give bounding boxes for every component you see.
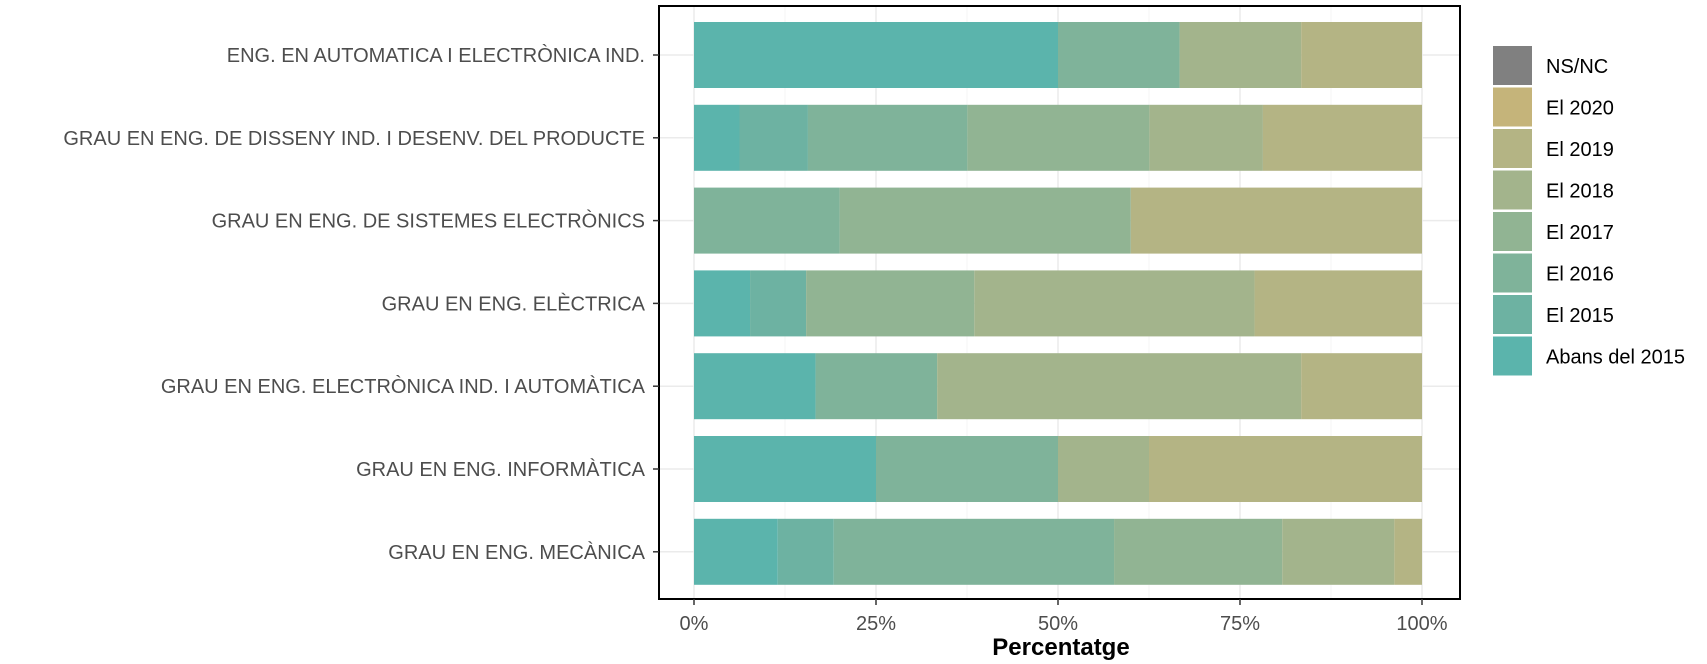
legend-label: El 2017 bbox=[1546, 222, 1614, 244]
bar-segment bbox=[974, 270, 1255, 337]
x-tick-label: 0% bbox=[680, 613, 709, 635]
bar-segment bbox=[967, 104, 1150, 171]
bar-segment bbox=[1282, 518, 1395, 585]
x-axis-ticks: 0% 25% 50% 75% 100% bbox=[680, 599, 1448, 635]
bar-segment bbox=[833, 518, 1115, 585]
bar-segment bbox=[750, 270, 807, 337]
bar-segment bbox=[694, 353, 816, 420]
bar-segment bbox=[1114, 518, 1283, 585]
bar-segment bbox=[1058, 436, 1149, 502]
legend-label: El 2019 bbox=[1546, 139, 1614, 161]
bar-segment bbox=[1179, 22, 1302, 88]
bar-segment bbox=[937, 353, 1302, 420]
bar-segment bbox=[694, 104, 740, 171]
bar-segment bbox=[807, 104, 968, 171]
bar-segment bbox=[815, 353, 938, 420]
x-tick-label: 75% bbox=[1220, 613, 1260, 635]
legend-key bbox=[1493, 129, 1532, 168]
bar-segment bbox=[694, 187, 840, 254]
legend: NS/NC El 2020 El 2019 El 2018 El 2017 El 2016… bbox=[1493, 46, 1685, 376]
bar-segment bbox=[694, 22, 1058, 88]
legend-key bbox=[1493, 46, 1532, 85]
category-label: GRAU EN ENG. DE DISSENY IND. I DESENV. D… bbox=[63, 128, 645, 150]
legend-label: El 2018 bbox=[1546, 181, 1614, 203]
category-labels: ENG. EN AUTOMATICA I ELECTRÒNICA IND. GRA… bbox=[63, 44, 659, 564]
legend-label: El 2020 bbox=[1546, 98, 1614, 120]
bar-segment bbox=[1130, 187, 1422, 254]
bar-segment bbox=[876, 436, 1058, 502]
legend-key bbox=[1493, 336, 1532, 376]
category-label: GRAU EN ENG. MECÀNICA bbox=[388, 541, 645, 564]
category-label: GRAU EN ENG. INFORMÀTICA bbox=[356, 458, 646, 481]
legend-label: Abans del 2015 bbox=[1546, 347, 1685, 369]
category-label: GRAU EN ENG. ELÈCTRICA bbox=[382, 292, 646, 315]
x-tick-label: 50% bbox=[1038, 613, 1078, 635]
category-label: GRAU EN ENG. ELECTRÒNICA IND. I AUTOMÀTI… bbox=[161, 375, 646, 398]
bar-segment bbox=[739, 104, 808, 171]
bar-segment bbox=[1149, 436, 1422, 502]
legend-label: El 2015 bbox=[1546, 305, 1614, 327]
legend-key bbox=[1493, 295, 1532, 334]
bar-segment bbox=[1394, 518, 1422, 585]
category-label: GRAU EN ENG. DE SISTEMES ELECTRÒNICS bbox=[212, 210, 645, 233]
legend-key bbox=[1493, 253, 1532, 293]
x-axis-title: Percentatge bbox=[992, 634, 1129, 661]
legend-label: El 2016 bbox=[1546, 264, 1614, 286]
bar-segment bbox=[1149, 104, 1263, 171]
bar-segment bbox=[1301, 353, 1422, 420]
legend-key bbox=[1493, 170, 1532, 210]
legend-key bbox=[1493, 212, 1532, 251]
bar-segment bbox=[1301, 22, 1422, 88]
category-label: ENG. EN AUTOMATICA I ELECTRÒNICA IND. bbox=[227, 44, 645, 67]
bar-segment bbox=[1262, 104, 1422, 171]
bars-layer bbox=[694, 22, 1422, 585]
bar-segment bbox=[694, 436, 876, 502]
legend-key bbox=[1493, 87, 1532, 127]
x-tick-label: 25% bbox=[856, 613, 896, 635]
bar-segment bbox=[839, 187, 1131, 254]
bar-segment bbox=[777, 518, 834, 585]
x-tick-label: 100% bbox=[1396, 613, 1447, 635]
bar-segment bbox=[806, 270, 975, 337]
bar-segment bbox=[694, 270, 751, 337]
legend-label: NS/NC bbox=[1546, 56, 1608, 78]
bar-segment bbox=[1058, 22, 1180, 88]
bar-segment bbox=[694, 518, 778, 585]
bar-segment bbox=[1254, 270, 1422, 337]
plot-panel-border bbox=[658, 5, 1461, 600]
